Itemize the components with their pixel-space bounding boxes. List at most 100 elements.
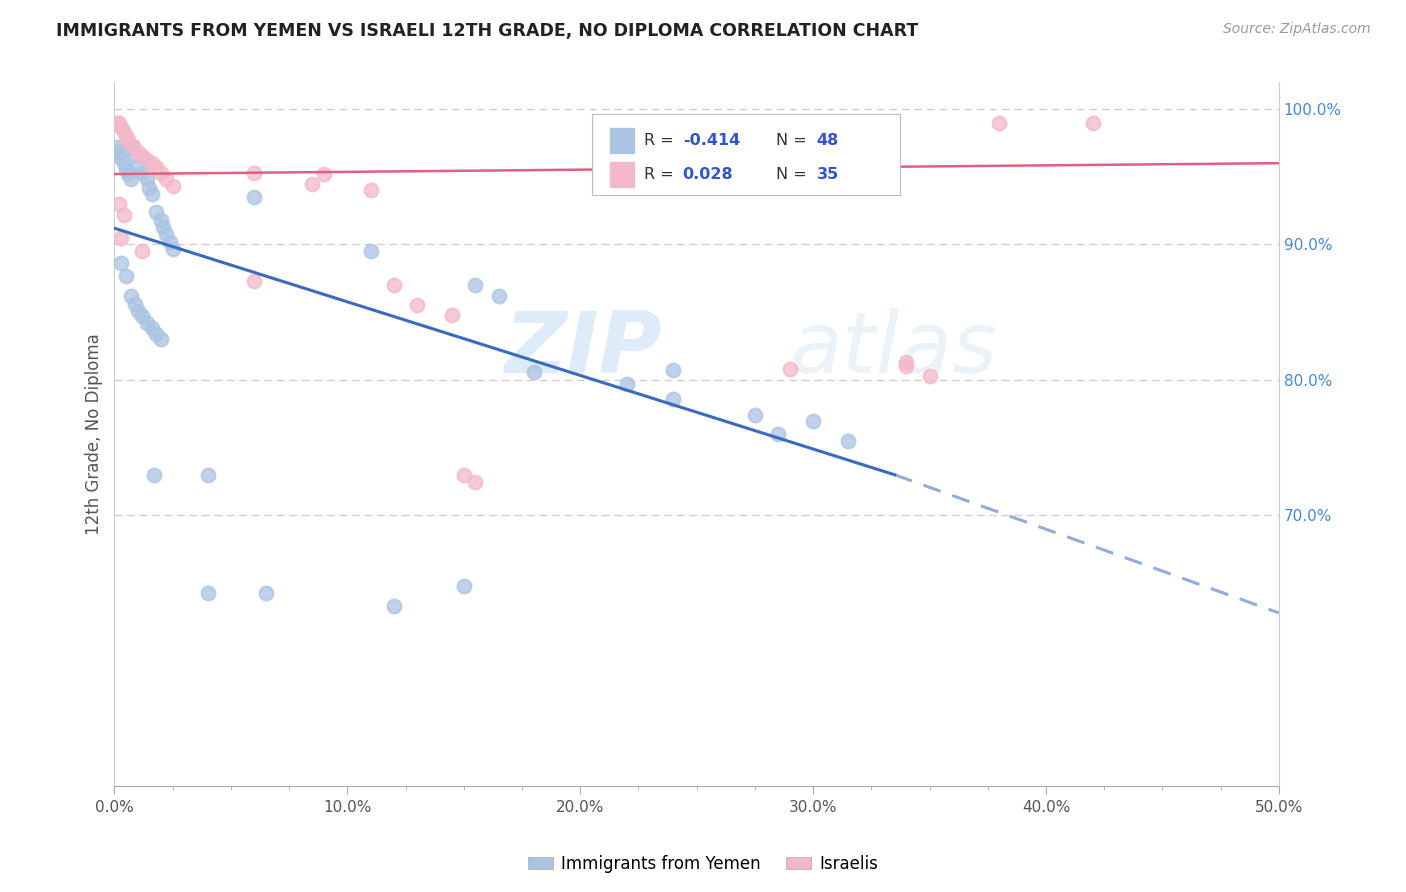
Point bbox=[243, 190, 266, 204]
Y-axis label: 12th Grade, No Diploma: 12th Grade, No Diploma bbox=[86, 334, 103, 535]
Point bbox=[766, 427, 789, 442]
Point bbox=[152, 219, 174, 234]
Point bbox=[120, 289, 142, 303]
Point bbox=[122, 140, 145, 154]
Point bbox=[141, 187, 163, 202]
Text: 0.028: 0.028 bbox=[683, 168, 734, 182]
Point bbox=[162, 242, 184, 256]
Point bbox=[896, 355, 918, 369]
Point bbox=[150, 213, 173, 227]
Point bbox=[744, 408, 766, 422]
Point bbox=[110, 230, 132, 244]
Point bbox=[108, 197, 131, 211]
Point bbox=[159, 235, 181, 249]
Point bbox=[150, 166, 173, 180]
Point bbox=[122, 138, 145, 153]
Point bbox=[453, 467, 475, 482]
Point bbox=[112, 156, 135, 170]
Text: 35: 35 bbox=[817, 168, 839, 182]
Point bbox=[131, 244, 153, 259]
Point bbox=[301, 177, 323, 191]
Text: 48: 48 bbox=[817, 133, 839, 148]
Point bbox=[243, 166, 266, 180]
Point bbox=[131, 149, 153, 163]
Point bbox=[988, 115, 1011, 129]
Point bbox=[138, 180, 160, 194]
Bar bbox=[609, 161, 636, 188]
Point bbox=[441, 308, 464, 322]
Point bbox=[136, 172, 159, 186]
Point bbox=[382, 278, 405, 293]
Point bbox=[488, 289, 510, 303]
Point bbox=[616, 377, 638, 392]
Point bbox=[197, 585, 219, 599]
Point bbox=[124, 148, 146, 162]
Point bbox=[406, 298, 429, 312]
Point bbox=[124, 297, 146, 311]
Text: -0.414: -0.414 bbox=[683, 133, 740, 148]
Point bbox=[837, 434, 859, 448]
Point bbox=[382, 599, 405, 614]
Point bbox=[115, 161, 138, 176]
Point bbox=[243, 274, 266, 288]
Point bbox=[145, 326, 167, 341]
Point bbox=[155, 227, 177, 241]
Text: R =: R = bbox=[644, 168, 679, 182]
Point bbox=[115, 268, 138, 283]
Point bbox=[254, 585, 277, 599]
Text: R =: R = bbox=[644, 133, 679, 148]
Text: N =: N = bbox=[776, 168, 811, 182]
Point bbox=[779, 362, 801, 376]
Point bbox=[145, 160, 167, 174]
Point bbox=[127, 145, 149, 160]
Point bbox=[117, 167, 139, 181]
Text: N =: N = bbox=[776, 133, 811, 148]
Point bbox=[896, 359, 918, 374]
Point bbox=[131, 166, 153, 180]
Text: atlas: atlas bbox=[790, 308, 998, 391]
Point bbox=[162, 179, 184, 194]
Point bbox=[150, 332, 173, 346]
Point bbox=[360, 244, 382, 259]
Point bbox=[312, 167, 335, 181]
Point bbox=[197, 467, 219, 482]
Point bbox=[464, 278, 486, 293]
Bar bbox=[609, 128, 636, 154]
Point bbox=[662, 392, 685, 406]
Point bbox=[918, 368, 941, 383]
Point bbox=[120, 172, 142, 186]
Point bbox=[108, 115, 131, 129]
Legend: Immigrants from Yemen, Israelis: Immigrants from Yemen, Israelis bbox=[522, 848, 884, 880]
Point bbox=[662, 363, 685, 377]
Text: IMMIGRANTS FROM YEMEN VS ISRAELI 12TH GRADE, NO DIPLOMA CORRELATION CHART: IMMIGRANTS FROM YEMEN VS ISRAELI 12TH GR… bbox=[56, 22, 918, 40]
Point bbox=[464, 475, 486, 489]
Point bbox=[136, 153, 159, 168]
Point bbox=[112, 208, 135, 222]
Point bbox=[115, 129, 138, 144]
Point bbox=[453, 579, 475, 593]
Text: Source: ZipAtlas.com: Source: ZipAtlas.com bbox=[1223, 22, 1371, 37]
Point bbox=[145, 205, 167, 219]
Point bbox=[110, 151, 132, 165]
Point bbox=[108, 145, 131, 160]
Text: ZIP: ZIP bbox=[505, 308, 662, 391]
Point bbox=[1081, 115, 1104, 129]
Point bbox=[141, 321, 163, 335]
Point bbox=[117, 133, 139, 147]
FancyBboxPatch shape bbox=[592, 113, 900, 194]
Point bbox=[136, 316, 159, 330]
Point bbox=[131, 310, 153, 324]
Point bbox=[127, 303, 149, 318]
Point bbox=[110, 120, 132, 134]
Point bbox=[105, 140, 128, 154]
Point bbox=[523, 365, 546, 379]
Point bbox=[110, 256, 132, 270]
Point bbox=[105, 115, 128, 129]
Point bbox=[143, 467, 166, 482]
Point bbox=[155, 172, 177, 186]
Point bbox=[127, 159, 149, 173]
Point bbox=[360, 183, 382, 197]
Point bbox=[141, 156, 163, 170]
Point bbox=[801, 414, 824, 428]
Point bbox=[112, 125, 135, 139]
